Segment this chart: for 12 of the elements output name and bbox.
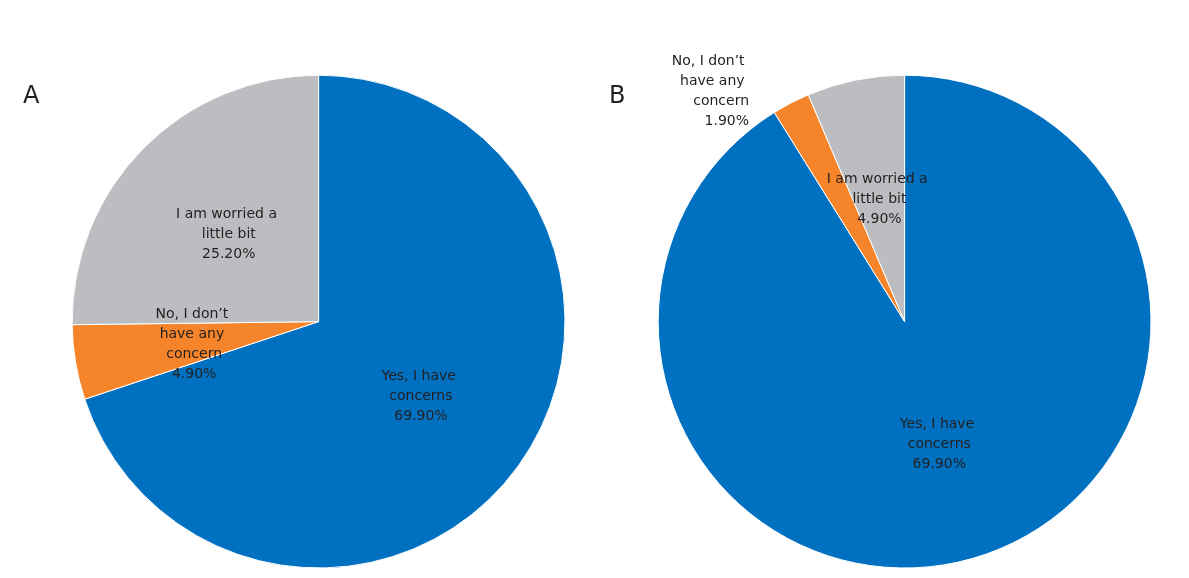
data-label: 69.90% <box>394 407 448 424</box>
data-label: 69.90% <box>912 454 966 471</box>
slice-label: I am worried a little bit <box>176 204 282 241</box>
slice-label: Yes, I have concerns <box>898 414 979 451</box>
data-label: 25.20% <box>202 244 256 261</box>
slice-label: No, I don’t have any concern <box>155 304 233 361</box>
text: B <box>609 81 626 109</box>
chart-title: A <box>23 81 40 109</box>
slice-label: Yes, I have concerns <box>380 367 461 404</box>
data-label: 4.90% <box>171 364 217 381</box>
data-label: 1.90% <box>704 111 750 128</box>
slice-label: No, I don’t have any concern <box>671 51 750 108</box>
